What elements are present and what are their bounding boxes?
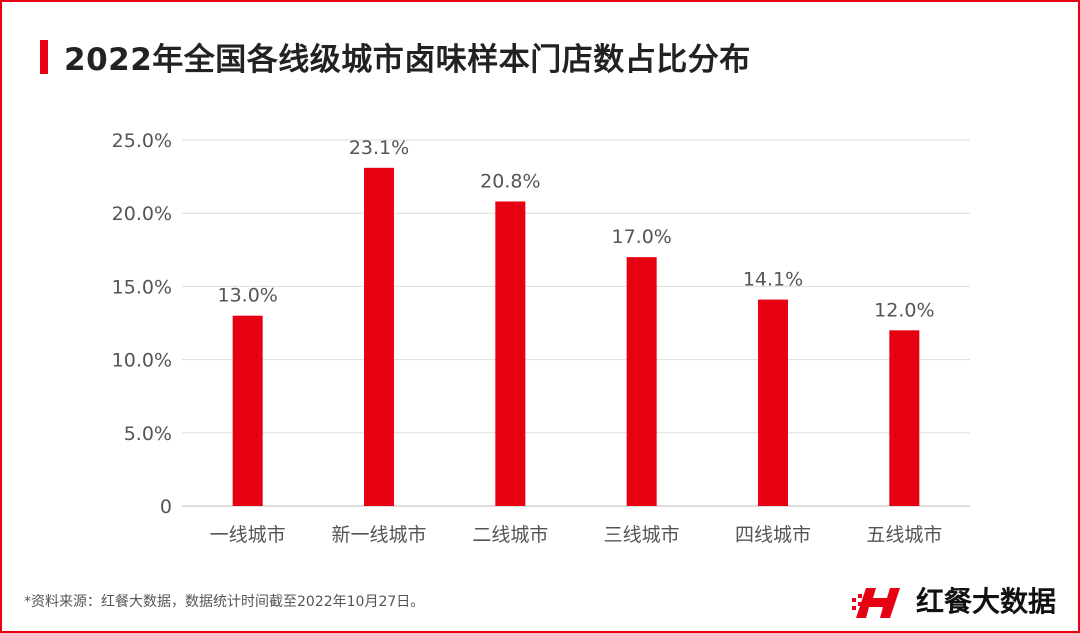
data-label: 20.8%	[480, 170, 540, 192]
x-tick-label: 四线城市	[735, 524, 811, 546]
source-footnote: *资料来源：红餐大数据，数据统计时间截至2022年10月27日。	[24, 594, 425, 610]
bar	[889, 330, 920, 506]
y-tick-label: 15.0%	[112, 276, 172, 298]
data-label: 17.0%	[611, 226, 671, 248]
bar	[364, 167, 394, 507]
brand-logo: 红餐大数据	[850, 580, 1056, 620]
data-label: 14.1%	[743, 269, 803, 291]
y-tick-label: 0	[160, 496, 172, 518]
bar-chart: 0 5.0% 10.0% 15.0% 20.0% 25.0% 13.0% 一线城市 23.1% 新…	[112, 130, 970, 546]
brand-mark-icon	[851, 588, 900, 618]
brand-name: 红餐大数据	[915, 585, 1056, 618]
x-tick-label: 一线城市	[210, 524, 286, 546]
x-tick-label: 五线城市	[866, 524, 942, 546]
bar	[232, 315, 263, 506]
y-tick-label: 25.0%	[112, 130, 172, 152]
data-label: 13.0%	[217, 285, 277, 307]
bar	[495, 201, 526, 506]
bar	[626, 257, 657, 506]
y-tick-label: 10.0%	[112, 350, 172, 372]
x-tick-label: 二线城市	[472, 524, 548, 546]
title-accent-bar	[40, 40, 48, 74]
x-tick-label: 三线城市	[604, 524, 680, 546]
x-tick-label: 新一线城市	[331, 524, 426, 546]
data-label: 12.0%	[874, 299, 934, 321]
y-tick-label: 20.0%	[112, 203, 172, 225]
chart-title: 2022年全国各线级城市卤味样本门店数占比分布	[64, 42, 751, 78]
bar	[758, 299, 788, 506]
data-label: 23.1%	[349, 137, 409, 159]
y-tick-label: 5.0%	[124, 423, 172, 445]
